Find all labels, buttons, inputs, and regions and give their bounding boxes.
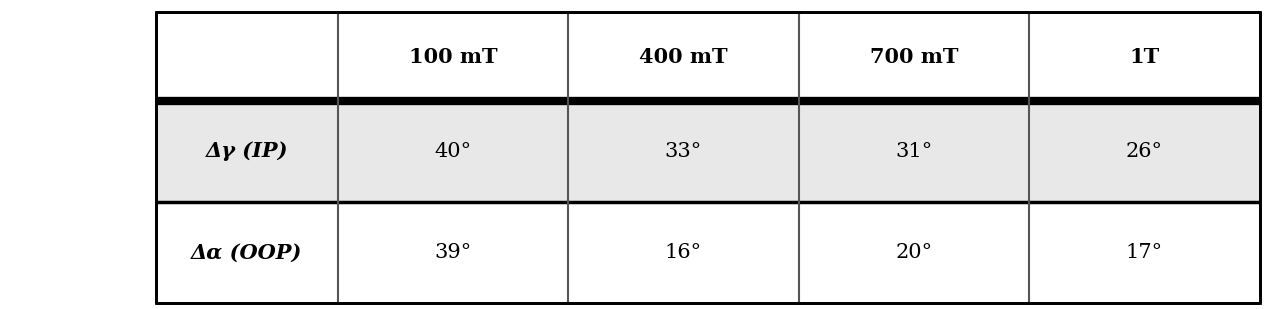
- Text: 26°: 26°: [1126, 142, 1163, 161]
- Text: 400 mT: 400 mT: [639, 47, 728, 67]
- Text: 1T: 1T: [1130, 47, 1159, 67]
- Text: Δα (OOP): Δα (OOP): [191, 242, 302, 262]
- Text: Δγ (IP): Δγ (IP): [205, 142, 288, 161]
- Text: 33°: 33°: [664, 142, 703, 161]
- Text: 40°: 40°: [435, 142, 472, 161]
- Text: 700 mT: 700 mT: [870, 47, 959, 67]
- Text: 20°: 20°: [895, 243, 932, 262]
- Text: 17°: 17°: [1126, 243, 1163, 262]
- Text: 100 mT: 100 mT: [409, 47, 497, 67]
- Text: 31°: 31°: [895, 142, 932, 161]
- Text: 39°: 39°: [435, 243, 472, 262]
- Text: 16°: 16°: [664, 243, 703, 262]
